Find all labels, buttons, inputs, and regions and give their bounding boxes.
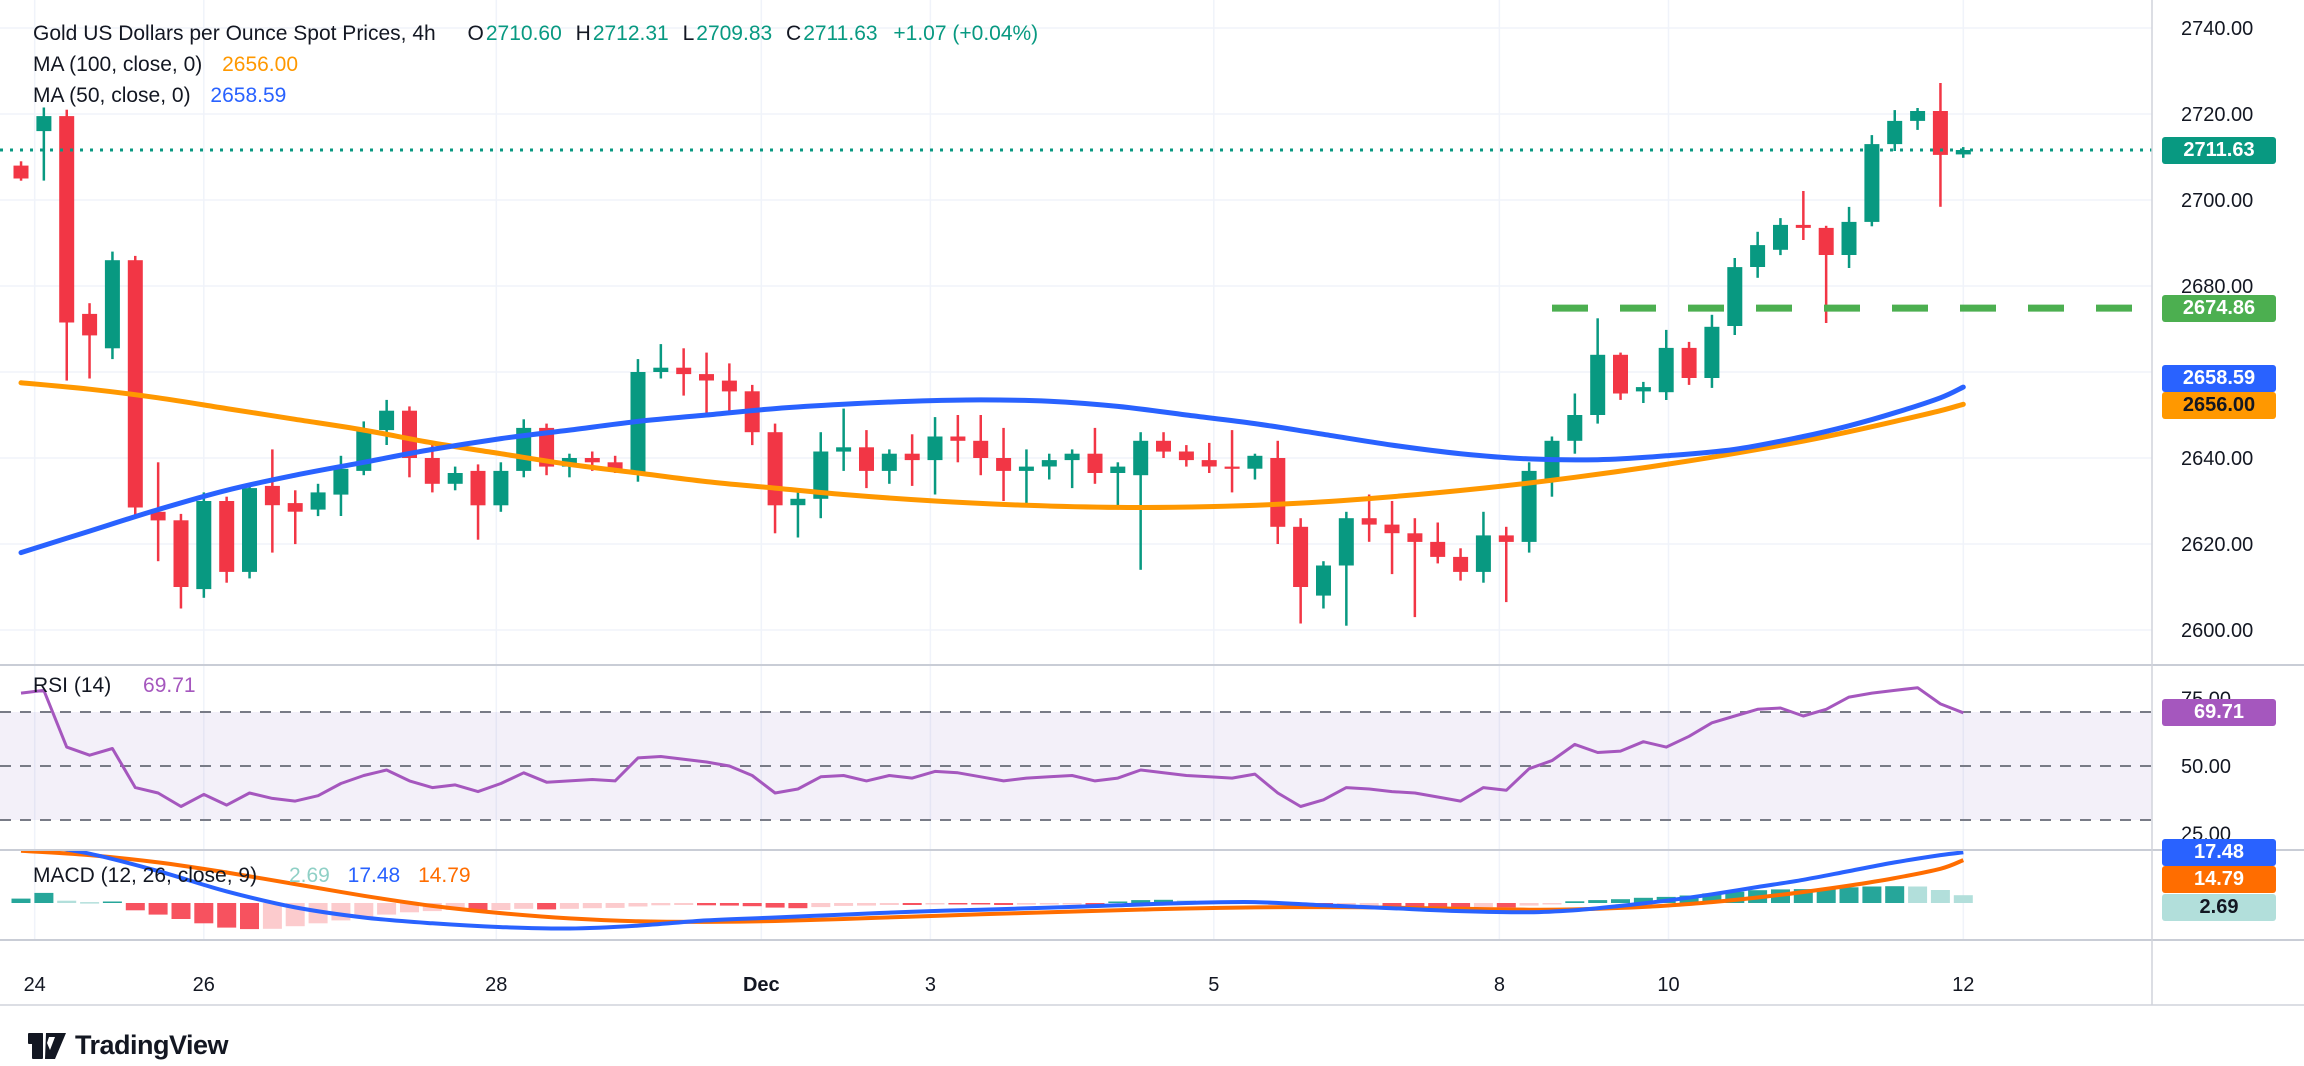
tradingview-logo-text: TradingView: [75, 1030, 229, 1060]
ma50-label: MA (50, close, 0): [33, 84, 191, 107]
ohlc-close-label: C: [786, 22, 802, 45]
svg-text:2620.00: 2620.00: [2181, 534, 2253, 556]
level-price-badge: 2674.86: [2162, 294, 2276, 322]
main-symbol-legend[interactable]: Gold US Dollars per Ounce Spot Prices, 4…: [33, 18, 1038, 111]
ma50-line: [18, 384, 1966, 556]
svg-text:12: 12: [1952, 974, 1974, 996]
svg-text:3: 3: [925, 974, 936, 996]
ma100-label: MA (100, close, 0): [33, 53, 203, 76]
macd-line-badge: 17.48: [2162, 838, 2276, 866]
svg-text:2740.00: 2740.00: [2181, 18, 2253, 40]
macd-signal-line: [20, 850, 1965, 924]
svg-text:8: 8: [1494, 974, 1505, 996]
macd-signal-badge: 14.79: [2162, 866, 2276, 894]
ohlc-low-label: L: [682, 22, 695, 45]
rsi-pane[interactable]: [0, 686, 2152, 821]
svg-text:10: 10: [1657, 974, 1679, 996]
svg-text:24: 24: [24, 974, 46, 996]
ohlc-open-label: O: [467, 22, 484, 45]
change-value: +1.07 (+0.04%): [893, 22, 1039, 45]
tradingview-logo[interactable]: TradingView: [28, 1030, 229, 1061]
ma100-line: [18, 380, 1966, 510]
macd-hist-value: 2.69: [288, 864, 330, 887]
svg-text:2720.00: 2720.00: [2181, 104, 2253, 126]
ma100-price-badge: 2656.00: [2162, 392, 2276, 420]
svg-text:2680.00: 2680.00: [2181, 276, 2253, 298]
macd-label: MACD (12, 26, close, 9): [33, 864, 258, 887]
last-price-badge: 2711.63: [2162, 136, 2276, 164]
ohlc-low-value: 2709.83: [696, 22, 773, 45]
macd-signal-value: 14.79: [418, 864, 471, 887]
price-lines-layer: [0, 148, 2152, 312]
ma100-value: 2656.00: [222, 53, 299, 76]
macd-hist-badge: 2.69: [2162, 893, 2276, 921]
svg-text:Dec: Dec: [743, 974, 780, 996]
svg-text:2640.00: 2640.00: [2181, 448, 2253, 470]
rsi-value: 69.71: [143, 674, 196, 697]
ma-lines-layer[interactable]: [18, 380, 1966, 556]
svg-text:28: 28: [485, 974, 507, 996]
svg-text:5: 5: [1208, 974, 1219, 996]
ohlc-open-value: 2710.60: [485, 22, 562, 45]
symbol-title: Gold US Dollars per Ounce Spot Prices, 4…: [33, 22, 436, 45]
ma50-legend-row[interactable]: MA (50, close, 0) 2658.59: [33, 80, 1038, 111]
ma100-legend-row[interactable]: MA (100, close, 0) 2656.00: [33, 49, 1038, 80]
svg-text:2700.00: 2700.00: [2181, 190, 2253, 212]
macd-line-value: 17.48: [347, 864, 401, 887]
ohlc-close-value: 2711.63: [803, 22, 878, 45]
pane-separators[interactable]: [0, 0, 2304, 1006]
rsi-legend-row[interactable]: RSI (14) 69.71: [33, 674, 196, 698]
svg-text:50.00: 50.00: [2181, 756, 2231, 778]
macd-legend-row[interactable]: MACD (12, 26, close, 9) 2.69 17.48 14.79: [33, 864, 471, 888]
symbol-title-row[interactable]: Gold US Dollars per Ounce Spot Prices, 4…: [33, 18, 1038, 49]
ohlc-high-label: H: [575, 22, 591, 45]
ma50-price-badge: 2658.59: [2162, 364, 2276, 392]
svg-text:2600.00: 2600.00: [2181, 620, 2253, 642]
tradingview-logo-icon: [28, 1032, 66, 1059]
grid-layer: [0, 0, 2152, 940]
svg-text:26: 26: [193, 974, 215, 996]
macd-pane[interactable]: [11, 842, 1973, 931]
time-axis[interactable]: 24 26 28 Dec 3 5 8 10 12: [24, 974, 1975, 996]
rsi-label: RSI (14): [33, 674, 112, 697]
macd-line: [58, 850, 1964, 931]
ohlc-high-value: 2712.31: [592, 22, 669, 45]
rsi-value-badge: 69.71: [2162, 699, 2276, 727]
ma50-value: 2658.59: [210, 84, 287, 107]
